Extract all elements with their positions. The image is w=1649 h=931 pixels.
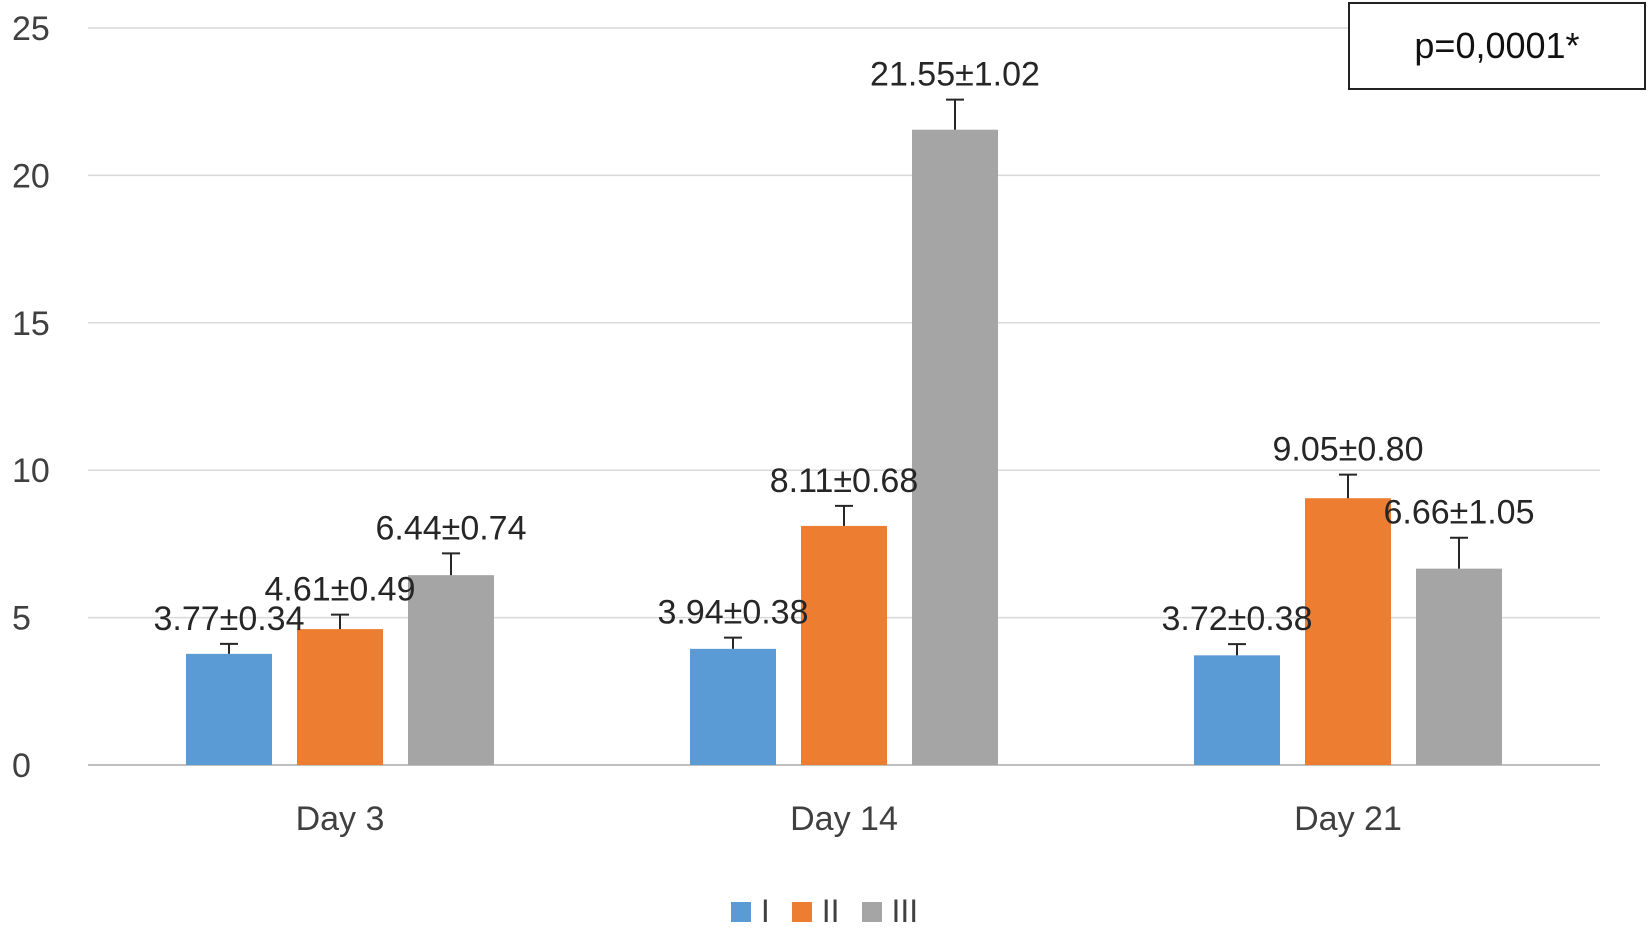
data-label: 3.72±0.38 <box>1161 600 1312 638</box>
bar <box>1194 655 1280 765</box>
y-tick-label: 10 <box>12 452 50 490</box>
x-tick-label: Day 3 <box>296 800 385 838</box>
bar <box>1305 498 1391 765</box>
legend-label: II <box>821 893 840 929</box>
x-axis-ticks: Day 3 Day 14 Day 21 <box>296 800 1402 838</box>
legend-swatch <box>861 901 882 922</box>
data-labels: 3.77±0.344.61±0.49 6.44±0.74 3.94±0.38 8.11… <box>153 56 1534 638</box>
legend-label: I <box>760 893 770 929</box>
p-value-text: p=0,0001* <box>1414 25 1580 66</box>
legend-item: II <box>791 893 840 930</box>
y-axis-ticks: 0 5 10 15 20 25 <box>12 10 50 785</box>
error-bars <box>220 98 1468 656</box>
x-tick-label: Day 21 <box>1294 800 1402 838</box>
legend: I II III <box>0 893 1649 930</box>
legend-item: III <box>861 893 919 930</box>
data-label: 8.11±0.68 <box>770 462 918 500</box>
y-tick-label: 25 <box>12 10 50 48</box>
legend-swatch <box>730 901 751 922</box>
p-value-annotation: p=0,0001* <box>1348 2 1646 90</box>
bar <box>1416 568 1502 765</box>
y-tick-label: 15 <box>12 305 50 343</box>
legend-label: III <box>891 893 919 929</box>
bar <box>912 129 998 765</box>
bar <box>801 525 887 765</box>
data-label: 4.61±0.49 <box>264 571 415 609</box>
x-tick-label: Day 14 <box>790 800 898 838</box>
bars <box>186 129 1502 765</box>
data-label: 3.77±0.34 <box>153 600 304 638</box>
bar <box>297 629 383 765</box>
legend-item: I <box>730 893 770 930</box>
bar <box>408 575 494 765</box>
y-tick-label: 20 <box>12 157 50 195</box>
bar <box>186 653 272 765</box>
y-tick-label: 0 <box>12 747 31 785</box>
legend-swatch <box>791 901 812 922</box>
data-label: 6.66±1.05 <box>1383 494 1534 532</box>
data-label: 6.44±0.74 <box>375 509 526 547</box>
data-label: 9.05±0.80 <box>1272 431 1423 469</box>
data-label: 21.55±1.02 <box>870 56 1040 94</box>
bar <box>690 648 776 765</box>
data-label: 3.94±0.38 <box>657 594 808 632</box>
y-tick-label: 5 <box>12 600 31 638</box>
